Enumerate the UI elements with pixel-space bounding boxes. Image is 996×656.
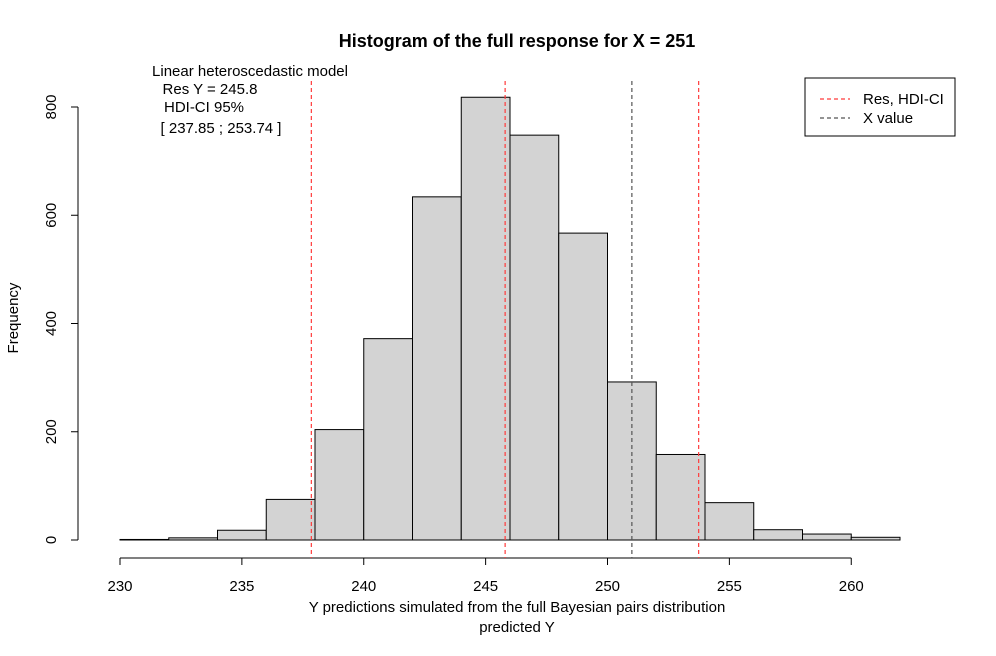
histogram-bar [850, 536, 901, 541]
histogram-bar [704, 502, 755, 541]
x-tick-label: 230 [107, 578, 132, 595]
x-tick-label: 260 [839, 578, 864, 595]
histogram-bar [412, 196, 462, 541]
y-tick-label: 600 [43, 203, 60, 228]
y-axis-label: Frequency [5, 282, 22, 353]
histogram-bar [558, 232, 608, 541]
legend-label-xvalue: X value [863, 110, 913, 127]
histogram-bar [314, 429, 365, 541]
y-tick-label: 200 [43, 419, 60, 444]
legend-label-res: Res, HDI-CI [863, 91, 944, 108]
annotation-line-model: Linear heteroscedastic model [152, 63, 348, 80]
histogram-bar [509, 134, 560, 541]
x-tick-label: 235 [229, 578, 254, 595]
x-tick-label: 250 [595, 578, 620, 595]
histogram-bar [802, 533, 852, 541]
histogram-bar [460, 96, 511, 541]
histogram-bar [217, 529, 267, 541]
y-tick-label: 0 [43, 536, 60, 544]
y-tick-label: 400 [43, 311, 60, 336]
y-tick-label: 800 [43, 94, 60, 119]
histogram-bar [168, 537, 218, 541]
histogram-bar [363, 338, 413, 541]
legend-box [804, 77, 956, 137]
legend: Res, HDI-CI X value [804, 77, 956, 137]
chart-title: Histogram of the full response for X = 2… [339, 31, 696, 51]
histogram-bar [753, 529, 803, 541]
annotation-line-hdi: HDI-CI 95% [164, 99, 244, 116]
histogram-bar [119, 538, 170, 541]
histogram-bar [655, 453, 706, 541]
histogram-bar [265, 498, 316, 541]
reference-lines [310, 81, 700, 558]
y-axis: 0 200 400 600 800 [43, 94, 79, 544]
model-annotation: Linear heteroscedastic model Res Y = 245… [152, 63, 348, 137]
x-axis: 230 235 240 245 250 255 260 [107, 557, 864, 595]
x-tick-label: 245 [473, 578, 498, 595]
x-tick-label: 240 [351, 578, 376, 595]
annotation-line-interval: [ 237.85 ; 253.74 ] [161, 120, 282, 137]
annotation-line-res: Res Y = 245.8 [163, 81, 258, 98]
histogram-bars [119, 96, 901, 541]
x-tick-label: 255 [717, 578, 742, 595]
x-axis-label-secondary: predicted Y [479, 619, 555, 636]
x-axis-label: Y predictions simulated from the full Ba… [309, 599, 726, 616]
